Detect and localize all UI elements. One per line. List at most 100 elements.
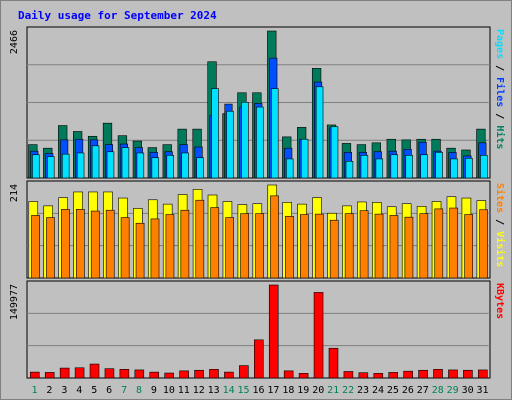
bar-pages-day-12	[196, 157, 204, 179]
bar-kbytes-day-13	[209, 369, 219, 379]
bar-sites-day-23	[359, 210, 369, 279]
bar-kbytes-day-7	[119, 369, 130, 379]
day-label-31: 31	[477, 385, 489, 396]
panel-max-value: 2466	[9, 30, 20, 54]
day-label-7: 7	[121, 385, 127, 396]
bar-kbytes-day-17	[268, 284, 279, 379]
day-label-8: 8	[136, 385, 142, 396]
day-label-28: 28	[432, 385, 444, 396]
day-label-23: 23	[357, 385, 369, 396]
bar-pages-day-23	[360, 155, 369, 179]
bar-pages-day-28	[435, 152, 443, 179]
bar-kbytes-day-23	[358, 372, 369, 379]
day-label-21: 21	[327, 385, 339, 396]
day-label-12: 12	[193, 385, 205, 396]
day-label-14: 14	[223, 385, 235, 396]
bar-pages-day-6	[106, 151, 115, 179]
bar-sites-day-22	[344, 213, 354, 279]
side-label-segment: KBytes	[494, 283, 505, 319]
panel-side-label: Pages / Files / Hits	[494, 29, 506, 149]
bar-kbytes-day-15	[239, 365, 249, 379]
bar-kbytes-day-18	[283, 370, 294, 379]
side-label-segment: Sites	[494, 183, 506, 213]
bar-sites-day-31	[479, 209, 488, 279]
day-label-29: 29	[447, 385, 459, 396]
bar-kbytes-day-20	[313, 292, 324, 379]
bar-sites-day-27	[419, 213, 429, 279]
bar-kbytes-day-30	[463, 369, 473, 379]
day-label-18: 18	[282, 385, 294, 396]
side-label-segment: Files	[494, 77, 506, 107]
bar-sites-day-19	[300, 214, 309, 279]
bar-kbytes-day-12	[194, 369, 204, 379]
bar-sites-day-3	[61, 209, 70, 279]
day-label-27: 27	[417, 385, 429, 396]
bar-sites-day-17	[270, 195, 279, 279]
bar-sites-day-10	[165, 214, 175, 279]
bar-kbytes-day-3	[59, 367, 70, 379]
bar-sites-day-13	[210, 207, 220, 279]
bar-pages-day-9	[151, 157, 160, 179]
bar-sites-day-5	[90, 210, 100, 279]
bar-kbytes-day-24	[373, 373, 384, 379]
panel-frame	[26, 280, 491, 379]
bar-kbytes-day-21	[328, 347, 339, 379]
bar-pages-day-17	[271, 88, 279, 179]
bar-pages-day-7	[121, 147, 130, 179]
bar-pages-day-4	[76, 152, 85, 179]
side-label-segment: /	[494, 213, 505, 231]
day-label-19: 19	[297, 385, 309, 396]
day-label-17: 17	[267, 385, 279, 396]
bar-sites-day-24	[374, 213, 384, 279]
bar-kbytes-day-26	[403, 370, 413, 379]
bar-pages-day-14	[226, 110, 234, 179]
bar-kbytes-day-25	[388, 372, 398, 379]
series-sites	[31, 195, 488, 279]
bar-pages-day-10	[166, 155, 174, 179]
day-label-6: 6	[106, 385, 112, 396]
side-label-segment: /	[494, 107, 505, 125]
bar-sites-day-4	[75, 209, 85, 279]
bar-sites-day-2	[46, 217, 55, 279]
bar-pages-day-30	[465, 158, 473, 179]
bar-pages-day-3	[61, 153, 70, 179]
day-label-4: 4	[76, 385, 82, 396]
bar-kbytes-day-4	[74, 367, 85, 379]
bar-pages-day-11	[181, 152, 189, 179]
bar-sites-day-9	[150, 218, 160, 279]
day-label-5: 5	[91, 385, 97, 396]
bar-pages-day-26	[405, 155, 413, 179]
day-label-22: 22	[342, 385, 354, 396]
bar-sites-day-18	[285, 215, 294, 279]
bar-kbytes-day-6	[104, 368, 115, 379]
bar-kbytes-day-19	[298, 373, 309, 379]
side-label-segment: Visits	[494, 231, 506, 267]
day-label-30: 30	[462, 385, 474, 396]
bar-pages-day-15	[241, 101, 249, 179]
chart-panels: 2466 Pages / Files / Hits 214 Sites / Visit…	[9, 26, 506, 379]
bar-kbytes-day-9	[149, 371, 160, 379]
bar-kbytes-day-1	[29, 371, 40, 379]
bar-sites-day-11	[180, 209, 190, 279]
bar-kbytes-day-16	[254, 339, 264, 379]
bar-sites-day-28	[434, 208, 444, 279]
bar-pages-day-19	[300, 138, 309, 179]
day-label-3: 3	[61, 385, 67, 396]
panel-side-label: Sites / Visits	[494, 183, 506, 267]
bar-sites-day-16	[255, 213, 264, 279]
side-label-segment: Hits	[494, 125, 506, 149]
bar-sites-day-15	[240, 213, 249, 279]
day-label-26: 26	[402, 385, 414, 396]
day-label-9: 9	[151, 385, 157, 396]
bar-sites-day-12	[195, 199, 205, 279]
bar-pages-day-2	[47, 156, 55, 179]
panel-side-label: KBytes	[494, 283, 505, 319]
panel-max-value: 149977	[9, 284, 20, 320]
side-label-segment: Pages	[494, 29, 505, 59]
bar-kbytes-day-22	[343, 371, 354, 379]
bar-sites-day-26	[404, 216, 414, 279]
bar-kbytes-day-11	[179, 370, 189, 379]
bar-kbytes-day-8	[134, 369, 145, 379]
bar-kbytes-day-29	[448, 369, 458, 379]
